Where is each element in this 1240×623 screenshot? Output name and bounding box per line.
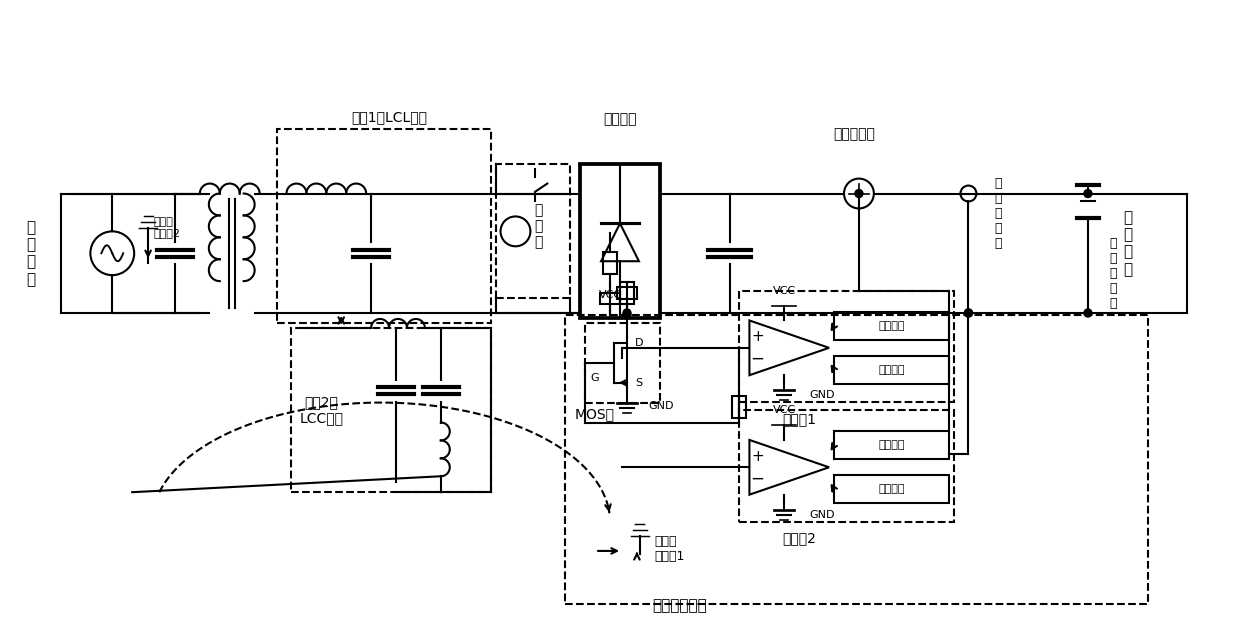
Text: S: S [635, 378, 642, 388]
Text: GND: GND [810, 510, 835, 520]
Text: G: G [590, 373, 599, 383]
Text: 参考电流: 参考电流 [878, 364, 904, 375]
Text: 比较器1: 比较器1 [782, 412, 816, 426]
Text: D: D [635, 338, 644, 348]
Bar [291, 328, 491, 492]
Text: 整流电路: 整流电路 [603, 112, 637, 126]
Text: 保护控制电路: 保护控制电路 [652, 599, 707, 614]
Text: 电流传感器: 电流传感器 [833, 127, 875, 141]
Circle shape [1084, 309, 1092, 317]
Bar [496, 164, 570, 298]
Bar [835, 432, 949, 459]
Bar [733, 396, 746, 417]
Text: −: − [750, 469, 764, 487]
Bar [585, 323, 660, 402]
Text: VCC: VCC [773, 405, 796, 415]
Text: 拓扑2：
LCC拓扑: 拓扑2： LCC拓扑 [299, 396, 343, 426]
Bar [603, 252, 618, 274]
Circle shape [965, 309, 972, 317]
Circle shape [965, 309, 972, 317]
Bar [739, 290, 954, 402]
Text: 继
电
器: 继 电 器 [534, 203, 543, 250]
Bar [835, 475, 949, 503]
Text: 比较器2: 比较器2 [782, 531, 816, 546]
Bar [835, 356, 949, 384]
Text: VCC: VCC [599, 290, 621, 300]
Bar [739, 410, 954, 521]
Text: 拓扑1：LCL拓扑: 拓扑1：LCL拓扑 [351, 110, 428, 124]
Text: MOS管: MOS管 [575, 407, 615, 422]
Text: 供
电
电
源: 供 电 电 源 [26, 220, 35, 287]
Text: 无线通
信模块2: 无线通 信模块2 [153, 217, 180, 239]
Text: 参考电压: 参考电压 [878, 484, 904, 494]
Text: 车
载
电
池: 车 载 电 池 [1123, 210, 1132, 277]
Text: 电
压
传
感
器: 电 压 传 感 器 [994, 177, 1002, 250]
Text: +: + [751, 449, 764, 464]
Text: −: − [750, 350, 764, 368]
Text: VCC: VCC [773, 285, 796, 295]
Bar [835, 312, 949, 340]
Bar [620, 282, 634, 304]
Circle shape [622, 309, 631, 317]
Circle shape [854, 189, 863, 197]
Circle shape [622, 311, 631, 319]
Text: GND: GND [810, 390, 835, 400]
Text: 实时电压: 实时电压 [878, 440, 904, 450]
Circle shape [1084, 189, 1092, 197]
Bar [580, 164, 660, 318]
Text: +: + [751, 330, 764, 345]
Bar [565, 315, 1148, 604]
Bar [277, 129, 491, 323]
Text: 实时电流: 实时电流 [878, 321, 904, 331]
Text: GND: GND [649, 401, 675, 411]
Text: 电
压
传
感
器: 电 压 传 感 器 [1109, 237, 1116, 310]
Bar [600, 293, 620, 303]
Text: 无线通
信模块1: 无线通 信模块1 [655, 535, 686, 563]
Bar [618, 287, 637, 299]
